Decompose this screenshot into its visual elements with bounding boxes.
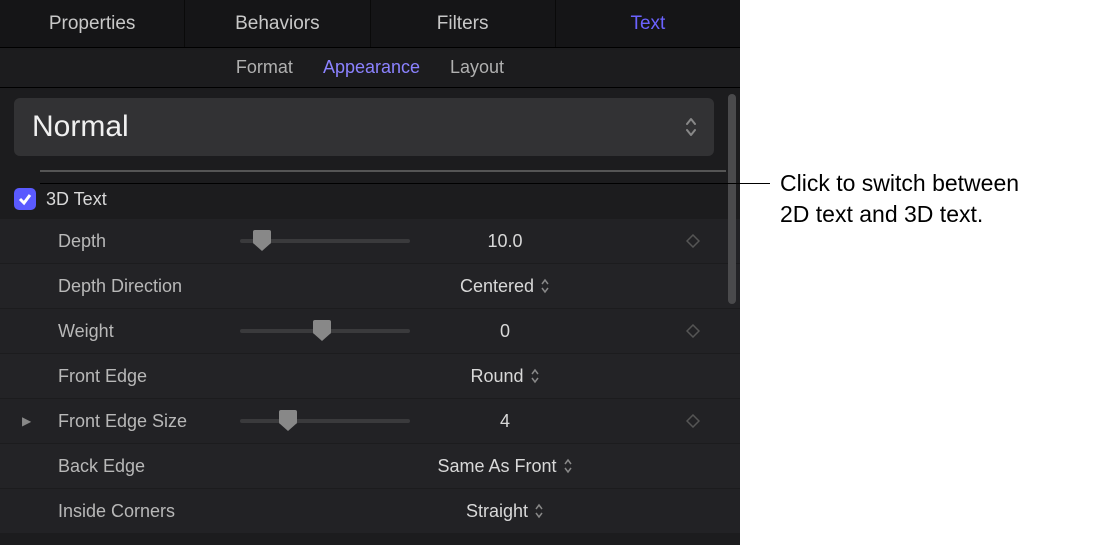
label-depth: Depth xyxy=(30,231,240,252)
tab-filters[interactable]: Filters xyxy=(371,0,556,47)
sub-tab-bar: Format Appearance Layout xyxy=(0,48,740,88)
keyframe-icon[interactable] xyxy=(686,234,700,248)
label-depth-direction: Depth Direction xyxy=(30,276,240,297)
row-back-edge: Back Edge Same As Front xyxy=(0,444,740,488)
dropdown-front-edge[interactable]: Round xyxy=(470,366,539,387)
updown-icon xyxy=(563,458,573,474)
section-title: 3D Text xyxy=(46,189,107,210)
value-depth[interactable]: 10.0 xyxy=(430,231,580,252)
value-weight[interactable]: 0 xyxy=(430,321,580,342)
disclosure-triangle-icon[interactable]: ▶ xyxy=(22,414,31,428)
row-weight: Weight 0 xyxy=(0,309,740,353)
subtab-format[interactable]: Format xyxy=(236,57,293,78)
dropdown-back-edge[interactable]: Same As Front xyxy=(437,456,572,477)
row-front-edge-size: ▶ Front Edge Size 4 xyxy=(0,399,740,443)
dropdown-value: Same As Front xyxy=(437,456,556,477)
label-back-edge: Back Edge xyxy=(30,456,240,477)
updown-icon xyxy=(684,116,698,138)
preset-value: Normal xyxy=(32,110,129,144)
section-3d-text: 3D Text xyxy=(0,180,740,218)
subtab-appearance[interactable]: Appearance xyxy=(323,57,420,78)
slider-front-edge-size[interactable] xyxy=(240,419,410,423)
dropdown-value: Straight xyxy=(466,501,528,522)
main-tab-bar: Properties Behaviors Filters Text xyxy=(0,0,740,48)
dropdown-depth-direction[interactable]: Centered xyxy=(460,276,550,297)
dropdown-value: Centered xyxy=(460,276,534,297)
updown-icon xyxy=(534,503,544,519)
callout-leader-line xyxy=(40,183,770,184)
updown-icon xyxy=(530,368,540,384)
slider-depth[interactable] xyxy=(240,239,410,243)
keyframe-icon[interactable] xyxy=(686,324,700,338)
checkbox-3d-text[interactable] xyxy=(14,188,36,210)
callout-line1: Click to switch between xyxy=(780,170,1019,196)
label-inside-corners: Inside Corners xyxy=(30,501,240,522)
slider-weight[interactable] xyxy=(240,329,410,333)
row-front-edge: Front Edge Round xyxy=(0,354,740,398)
params-list: 3D Text Depth 10.0 Depth Direction Cente… xyxy=(0,172,740,533)
row-depth: Depth 10.0 xyxy=(0,219,740,263)
subtab-layout[interactable]: Layout xyxy=(450,57,504,78)
label-front-edge-size: Front Edge Size xyxy=(30,411,240,432)
label-weight: Weight xyxy=(30,321,240,342)
preset-dropdown[interactable]: Normal xyxy=(14,98,714,156)
callout-text: Click to switch between 2D text and 3D t… xyxy=(780,168,1019,230)
label-front-edge: Front Edge xyxy=(30,366,240,387)
inspector-panel: Properties Behaviors Filters Text Format… xyxy=(0,0,740,545)
value-front-edge-size[interactable]: 4 xyxy=(430,411,580,432)
tab-text[interactable]: Text xyxy=(556,0,740,47)
updown-icon xyxy=(540,278,550,294)
callout-line2: 2D text and 3D text. xyxy=(780,201,983,227)
dropdown-value: Round xyxy=(470,366,523,387)
dropdown-inside-corners[interactable]: Straight xyxy=(466,501,544,522)
scrollbar-thumb[interactable] xyxy=(728,94,736,304)
row-inside-corners: Inside Corners Straight xyxy=(0,489,740,533)
vertical-scrollbar[interactable] xyxy=(728,94,736,534)
tab-properties[interactable]: Properties xyxy=(0,0,185,47)
row-depth-direction: Depth Direction Centered xyxy=(0,264,740,308)
keyframe-icon[interactable] xyxy=(686,414,700,428)
preset-row: Normal xyxy=(0,88,740,170)
tab-behaviors[interactable]: Behaviors xyxy=(185,0,370,47)
